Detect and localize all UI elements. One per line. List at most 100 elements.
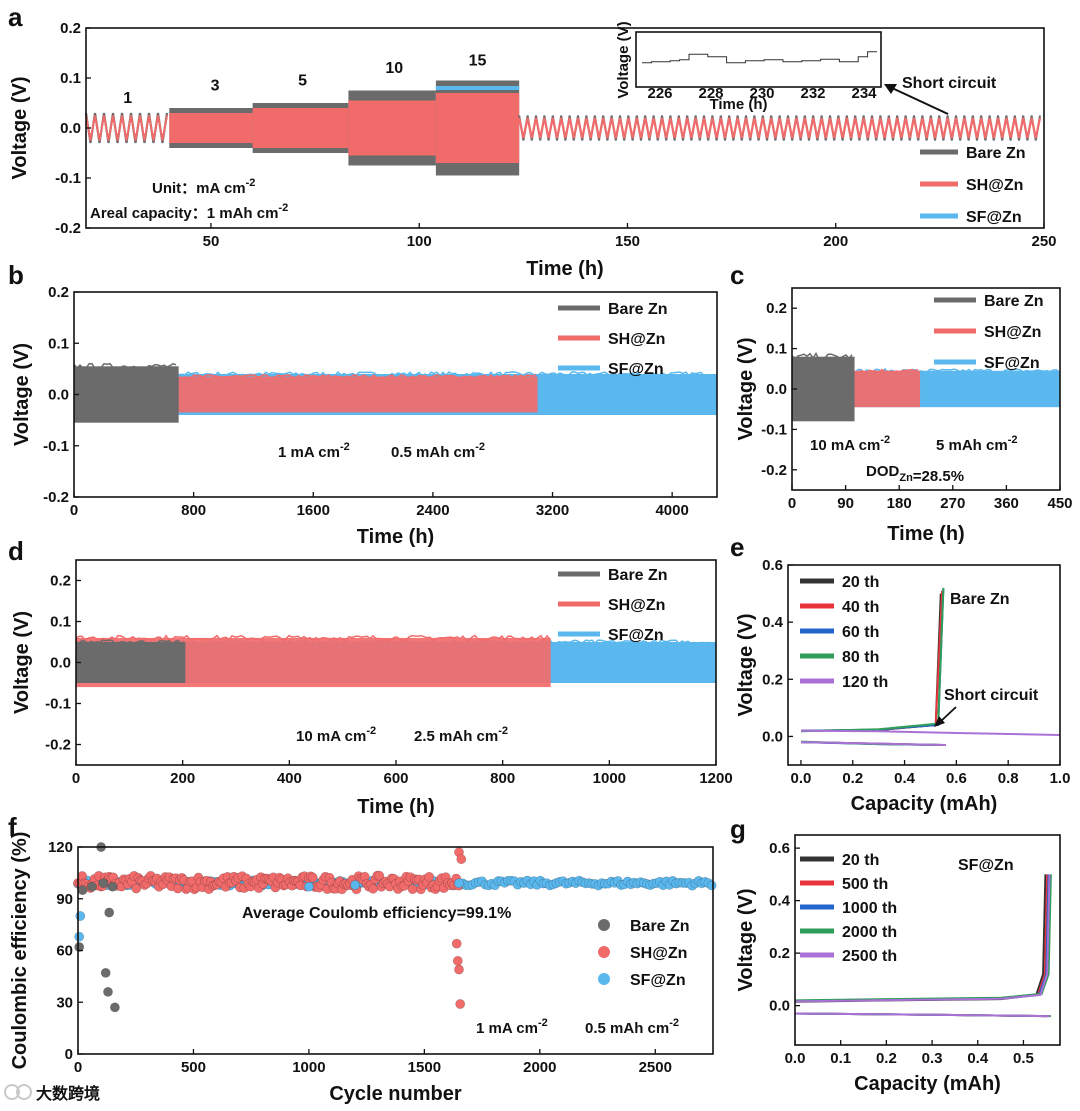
x-tick-label: 0.0 <box>785 1050 806 1067</box>
y-tick-label: 0.1 <box>48 335 69 352</box>
series-sh-zn-band <box>169 113 253 143</box>
legend-swatch <box>598 946 610 958</box>
sf-zn-point <box>350 880 360 890</box>
y-tick-label: -0.2 <box>45 737 71 754</box>
x-axis-label: Time (h) <box>357 796 434 818</box>
y-tick-label: 0.4 <box>762 614 784 631</box>
arrow-head <box>884 84 897 94</box>
x-tick-label: 3200 <box>536 502 569 519</box>
series-bare-zn-band <box>76 642 186 683</box>
x-tick-label: 4000 <box>655 502 688 519</box>
y-tick-label: -0.1 <box>761 421 787 438</box>
legend-label: Bare Zn <box>966 145 1026 162</box>
panel-c: 0 90 180 270 360 450 -0.2 -0.1 0.0 0.1 0.2 Time (h)… <box>730 260 1073 545</box>
x-tick-label: 400 <box>277 770 302 787</box>
y-tick-label: 0.1 <box>766 341 787 358</box>
legend-label: SF@Zn <box>966 209 1022 226</box>
sh-zn-point <box>172 883 183 894</box>
bare-zn-point <box>98 878 109 889</box>
watermark-logo <box>16 1084 32 1100</box>
x-tick-label: 0.6 <box>946 770 967 787</box>
x-tick-label: 50 <box>203 233 220 250</box>
sh-zn-point <box>451 938 462 949</box>
y-tick-label: 0.1 <box>50 614 71 631</box>
sh-zn-point <box>407 884 418 894</box>
x-tick-label: 0 <box>72 770 80 787</box>
legend-label: SF@Zn <box>984 355 1040 372</box>
capacity-annotation: 2.5 mAh cm-2 <box>414 725 508 745</box>
bare-zn-point <box>87 881 97 892</box>
x-tick-label: 90 <box>837 495 854 512</box>
legend-label: 2000 th <box>842 924 897 941</box>
capacity-annotation: 0.5 mAh cm-2 <box>391 441 485 461</box>
y-tick-label: 30 <box>56 994 73 1011</box>
series-discharge-curve <box>794 1012 1050 1018</box>
inset-trace <box>642 51 877 64</box>
x-tick-label: 0 <box>74 1059 82 1076</box>
x-tick-label: 0.4 <box>967 1050 989 1067</box>
series-sh-zn-band <box>348 100 436 156</box>
series-bare-zn-band <box>74 366 179 423</box>
inset-y-label: Voltage (V) <box>615 21 632 98</box>
y-tick-label: -0.1 <box>55 170 81 187</box>
series-edge <box>73 362 177 370</box>
y-tick-label: 0.0 <box>762 728 783 745</box>
sf-zn-point <box>74 931 85 942</box>
legend-label: Bare Zn <box>984 293 1044 310</box>
legend-swatch <box>598 973 610 985</box>
x-tick-label: 150 <box>615 233 640 250</box>
sf-zn-point <box>303 881 314 892</box>
panel-e: 0.0 0.2 0.4 0.6 0.8 1.0 0.0 0.2 0.4 0.6 Capacity (… <box>730 532 1070 815</box>
legend-label: 20 th <box>842 852 879 869</box>
panel-letter: c <box>730 260 744 290</box>
y-tick-label: 120 <box>48 839 73 856</box>
y-tick-label: 0.0 <box>50 655 71 672</box>
bare-zn-point <box>103 987 113 997</box>
legend-label: SF@Zn <box>630 972 686 989</box>
bare-zn-point <box>100 968 111 978</box>
legend-label: 500 th <box>842 876 888 893</box>
x-tick-label: 800 <box>181 502 206 519</box>
y-axis-label: Voltage (V) <box>735 889 757 992</box>
plot-frame <box>787 564 1061 766</box>
rate-label: 10 <box>385 60 403 77</box>
x-tick-label: 1600 <box>297 502 330 519</box>
y-axis-label: Voltage (V) <box>735 614 757 717</box>
legend-label: SH@Zn <box>630 945 687 962</box>
x-tick-label: 1000 <box>593 770 626 787</box>
dod-annotation: DODZn=28.5% <box>866 463 964 485</box>
panel-letter: f <box>8 812 17 842</box>
bare-zn-point <box>74 942 85 952</box>
legend-label: Bare Zn <box>608 567 668 584</box>
short-circuit-label: Short circuit <box>944 687 1039 704</box>
x-tick-label: 270 <box>940 495 965 512</box>
panel-b: 0 800 1600 2400 3200 4000 -0.2 -0.1 0.0 0.1 0.2 Tim… <box>8 260 718 548</box>
panel-a: 50 100 150 200 250 -0.2 -0.1 0.0 0.1 0.2 Time (h) V… <box>8 2 1057 280</box>
x-tick-label: 360 <box>994 495 1019 512</box>
capacity-annotation: 0.5 mAh cm-2 <box>585 1017 679 1037</box>
legend-label: Bare Zn <box>608 301 668 318</box>
x-axis-label: Time (h) <box>357 526 434 548</box>
panel-g: 0.0 0.1 0.2 0.3 0.4 0.5 0.0 0.2 0.4 0.6 Capacity (… <box>730 814 1061 1095</box>
legend-label: SF@Zn <box>608 627 664 644</box>
plot-frame <box>794 834 1061 1046</box>
legend-label: Bare Zn <box>630 918 690 935</box>
x-tick-label: 2000 <box>523 1059 556 1076</box>
series-charge-curve <box>794 874 1047 1003</box>
x-axis-label: Time (h) <box>526 258 603 280</box>
sh-zn-point <box>368 883 378 894</box>
sh-zn-point <box>307 872 318 883</box>
y-tick-label: 0.2 <box>60 20 81 37</box>
arrow-head <box>934 716 945 727</box>
y-tick-label: 0.0 <box>60 120 81 137</box>
series-edge <box>75 639 185 645</box>
x-tick-label: 2500 <box>639 1059 672 1076</box>
sh-zn-point <box>454 964 464 975</box>
y-tick-label: -0.2 <box>43 489 69 506</box>
series-edge <box>73 370 717 378</box>
current-annotation: 1 mA cm-2 <box>278 441 350 461</box>
series-sh-zn-trace <box>518 117 1042 139</box>
bare-zn-point <box>107 881 118 892</box>
y-tick-label: -0.2 <box>55 220 81 237</box>
